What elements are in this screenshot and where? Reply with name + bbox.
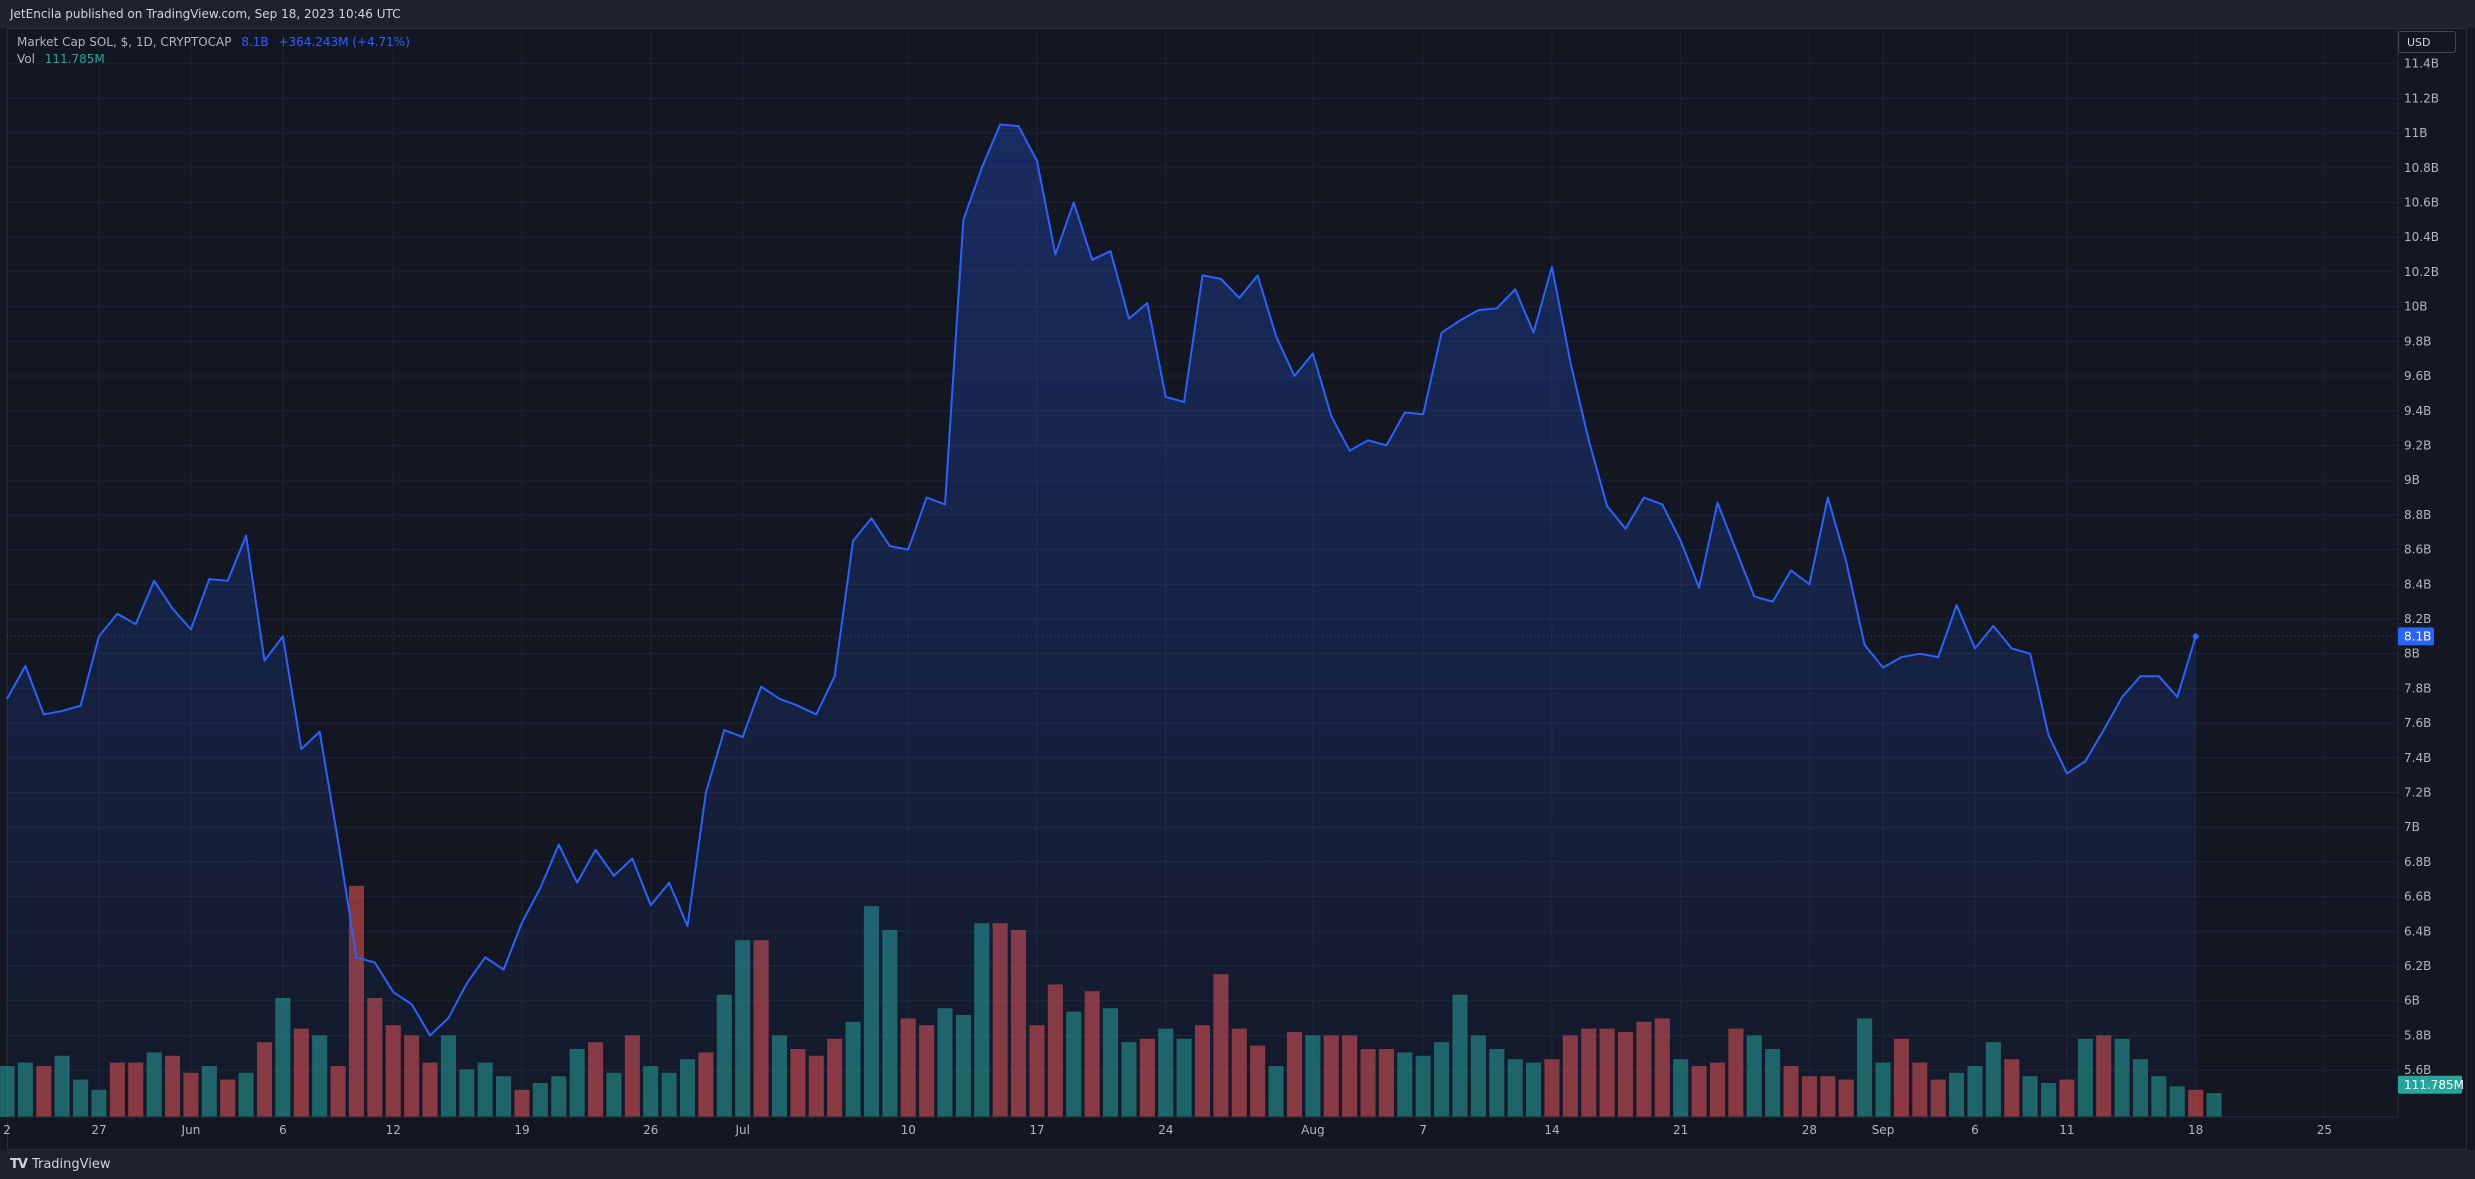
last-price-badge-text: 8.1B bbox=[2404, 629, 2431, 643]
price-area-fill bbox=[7, 124, 2196, 1117]
y-tick-label: 6B bbox=[2404, 994, 2420, 1008]
x-tick-label: 12 bbox=[386, 1123, 401, 1137]
x-tick-label: 28 bbox=[1802, 1123, 1817, 1137]
y-tick-label: 7.2B bbox=[2404, 786, 2431, 800]
x-tick-label: 10 bbox=[901, 1123, 916, 1137]
y-tick-label: 11.4B bbox=[2404, 57, 2439, 71]
y-tick-label: 6.8B bbox=[2404, 855, 2431, 869]
y-tick-label: 6.4B bbox=[2404, 924, 2431, 938]
x-tick-label: 17 bbox=[1029, 1123, 1044, 1137]
x-tick-label: Jul bbox=[734, 1123, 749, 1137]
y-tick-label: 8B bbox=[2404, 647, 2420, 661]
price-axis: 5.6B 5.8B 6B 6.2B 6.4B 6.6B 6.8B 7B 7.2B 7.4B 7.6B… bbox=[2397, 29, 2464, 1117]
x-tick-label: 26 bbox=[643, 1123, 658, 1137]
legend-volume-value: 111.785M bbox=[44, 52, 105, 66]
y-tick-label: 10.6B bbox=[2404, 196, 2439, 210]
price-area bbox=[6, 123, 2398, 1117]
chart-legend: Market Cap SOL, $, 1D, CRYPTOCAP 8.1B +3… bbox=[17, 34, 410, 68]
y-tick-label: 9.2B bbox=[2404, 438, 2431, 452]
time-axis: 2 27 Jun 6 12 19 26 Jul 10 17 24 Aug 7 14 21 28 Sep 6 11 18… bbox=[3, 1116, 2398, 1137]
publish-info-text: JetEncila published on TradingView.com, … bbox=[10, 7, 401, 21]
publish-info-bar: JetEncila published on TradingView.com, … bbox=[0, 0, 2475, 28]
y-tick-label: 9B bbox=[2404, 473, 2420, 487]
y-tick-label: 8.6B bbox=[2404, 543, 2431, 557]
y-tick-label: 6.2B bbox=[2404, 959, 2431, 973]
y-tick-label: 11B bbox=[2404, 126, 2428, 140]
legend-change: +364.243M (+4.71%) bbox=[278, 35, 410, 49]
y-tick-label: 6.6B bbox=[2404, 890, 2431, 904]
y-tick-label: 7B bbox=[2404, 820, 2420, 834]
x-tick-label: 18 bbox=[2188, 1123, 2203, 1137]
y-tick-label: 7.6B bbox=[2404, 716, 2431, 730]
y-tick-label: 8.8B bbox=[2404, 508, 2431, 522]
y-tick-label: 7.4B bbox=[2404, 751, 2431, 765]
tradingview-brand[interactable]: 𝗧𝗩 TradingView bbox=[10, 1157, 110, 1172]
brand-name: TradingView bbox=[31, 1157, 111, 1172]
x-tick-label: 11 bbox=[2059, 1123, 2074, 1137]
footer-bar: 𝗧𝗩 TradingView bbox=[0, 1150, 2475, 1179]
x-tick-label: 24 bbox=[1158, 1123, 1173, 1137]
x-tick-label: 14 bbox=[1544, 1123, 1559, 1137]
y-tick-label: 5.6B bbox=[2404, 1063, 2431, 1077]
x-tick-label: 27 bbox=[91, 1123, 106, 1137]
last-point-marker bbox=[2192, 633, 2199, 640]
x-tick-label: 19 bbox=[514, 1123, 529, 1137]
x-tick-label: 21 bbox=[1673, 1123, 1688, 1137]
x-tick-label: 2 bbox=[3, 1123, 11, 1137]
y-tick-label: 10.8B bbox=[2404, 161, 2439, 175]
y-tick-label: 11.2B bbox=[2404, 91, 2439, 105]
x-tick-label: Sep bbox=[1872, 1123, 1895, 1137]
y-tick-label: 10.2B bbox=[2404, 265, 2439, 279]
x-tick-label: 6 bbox=[279, 1123, 287, 1137]
y-tick-label: 10B bbox=[2404, 300, 2428, 314]
x-tick-label: 6 bbox=[1971, 1123, 1979, 1137]
legend-price: 8.1B bbox=[241, 35, 269, 49]
y-tick-label: 8.2B bbox=[2404, 612, 2431, 626]
legend-volume-row[interactable]: Vol 111.785M bbox=[17, 51, 410, 68]
last-volume-badge-text: 111.785M bbox=[2404, 1078, 2464, 1092]
y-tick-label: 8.4B bbox=[2404, 577, 2431, 591]
y-tick-label: 9.4B bbox=[2404, 404, 2431, 418]
x-tick-label: Jun bbox=[181, 1123, 201, 1137]
x-tick-label: 25 bbox=[2317, 1123, 2332, 1137]
x-tick-label: Aug bbox=[1301, 1123, 1324, 1137]
tradingview-logo-icon: 𝗧𝗩 bbox=[10, 1157, 28, 1172]
y-tick-label: 7.8B bbox=[2404, 681, 2431, 695]
y-tick-label: 9.8B bbox=[2404, 334, 2431, 348]
legend-symbol-row[interactable]: Market Cap SOL, $, 1D, CRYPTOCAP 8.1B +3… bbox=[17, 34, 410, 51]
currency-button[interactable]: USD bbox=[2398, 31, 2456, 53]
symbol-label: Market Cap SOL, $, 1D, CRYPTOCAP bbox=[17, 35, 232, 49]
y-tick-label: 10.4B bbox=[2404, 230, 2439, 244]
volume-label: Vol bbox=[17, 52, 35, 66]
y-tick-label: 5.8B bbox=[2404, 1028, 2431, 1042]
last-volume-badge bbox=[2398, 1075, 2462, 1094]
x-tick-label: 7 bbox=[1419, 1123, 1427, 1137]
last-price-badge bbox=[2398, 627, 2434, 646]
volume-bar bbox=[2206, 1093, 2222, 1117]
price-line bbox=[6, 123, 2197, 1037]
y-tick-label: 9.6B bbox=[2404, 369, 2431, 383]
